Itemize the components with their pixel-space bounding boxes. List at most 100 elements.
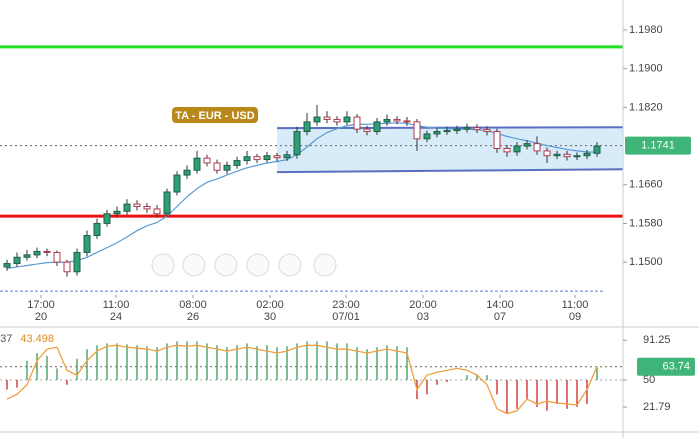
candle-body bbox=[303, 121, 311, 133]
candle-body bbox=[253, 156, 261, 161]
badge-bg bbox=[172, 107, 258, 123]
x-tick-time: 08:00 bbox=[179, 299, 207, 311]
candle-body bbox=[93, 222, 101, 237]
nav-button[interactable] bbox=[246, 253, 270, 277]
annotation-badge: TA - EUR - USD bbox=[172, 107, 258, 123]
candle-body bbox=[143, 206, 151, 210]
x-tick-day: 26 bbox=[187, 311, 199, 323]
y-tick-label: 50 bbox=[643, 374, 655, 386]
candle-body bbox=[553, 153, 561, 157]
candle-body bbox=[463, 127, 471, 130]
candle-body bbox=[153, 208, 161, 215]
navigation-buttons bbox=[151, 253, 337, 277]
candle-body bbox=[203, 157, 211, 164]
candle-body bbox=[333, 118, 341, 123]
annotation: TA - EUR - USD bbox=[175, 110, 254, 122]
x-tick-day: 20 bbox=[35, 311, 47, 323]
candle-body bbox=[13, 256, 21, 265]
candle-body bbox=[563, 153, 571, 158]
y-tick-label: 21.79 bbox=[643, 401, 671, 413]
candle-body bbox=[173, 174, 181, 193]
candle-body bbox=[503, 147, 511, 153]
x-tick-day: 30 bbox=[264, 311, 276, 323]
candle-body bbox=[593, 145, 601, 154]
legend-value: 43.498 bbox=[20, 333, 54, 345]
x-tick-time: 11:00 bbox=[562, 299, 589, 311]
candle-body bbox=[23, 254, 31, 258]
x-tick-time: 23:00 bbox=[332, 299, 360, 311]
candle-body bbox=[353, 116, 361, 130]
candle-body bbox=[103, 213, 111, 224]
candle-body bbox=[423, 133, 431, 140]
candle-body bbox=[583, 152, 591, 157]
price-pane: 1.1980 1.1900 1.1820 1.1660 1.1580 1.1500 1.17… bbox=[0, 24, 691, 323]
x-tick-day: 07 bbox=[494, 311, 506, 323]
channel-lower bbox=[276, 168, 624, 174]
candle-body bbox=[243, 156, 251, 162]
current-label: 63.74 bbox=[662, 361, 690, 373]
candle-body bbox=[63, 261, 71, 273]
nav-button[interactable] bbox=[214, 253, 238, 277]
y-tick-label: 1.1660 bbox=[629, 179, 663, 191]
channel-upper bbox=[276, 126, 624, 130]
candle-body bbox=[513, 145, 521, 153]
candle-body bbox=[273, 155, 281, 159]
x-tick-day: 03 bbox=[417, 311, 429, 323]
candle-body bbox=[443, 130, 451, 133]
candle-body bbox=[283, 154, 291, 159]
y-tick-label: 91.25 bbox=[643, 334, 671, 346]
candle-body bbox=[453, 128, 461, 132]
candle-body bbox=[573, 155, 581, 158]
x-tick-time: 17:00 bbox=[27, 299, 55, 311]
x-tick-day: 07/01 bbox=[332, 311, 360, 323]
candle-body bbox=[533, 143, 541, 152]
y-tick-label: 1.1580 bbox=[629, 217, 663, 229]
nav-button[interactable] bbox=[182, 253, 206, 277]
candle-body bbox=[233, 160, 241, 166]
candle-body bbox=[383, 118, 391, 123]
y-tick-label: 1.1820 bbox=[629, 101, 663, 113]
nav-button[interactable] bbox=[278, 253, 302, 277]
candle-body bbox=[413, 121, 421, 140]
candle-body bbox=[183, 169, 191, 176]
candle-body bbox=[323, 116, 331, 120]
candle-body bbox=[543, 150, 551, 157]
legend-value: 637 bbox=[0, 333, 12, 345]
current-box bbox=[637, 357, 695, 376]
candle-body bbox=[83, 235, 91, 253]
y-tick-label: 1.1900 bbox=[629, 63, 663, 75]
x-tick-time: 02:00 bbox=[256, 299, 284, 311]
candle-body bbox=[373, 121, 381, 133]
candle-body bbox=[473, 127, 481, 131]
candle-body bbox=[403, 120, 411, 123]
current-price-box bbox=[625, 136, 691, 155]
candle-body bbox=[493, 131, 501, 149]
candle-body bbox=[113, 210, 121, 215]
candle-body bbox=[343, 116, 351, 123]
candle-body bbox=[213, 162, 221, 171]
x-tick-time: 20:00 bbox=[409, 299, 437, 311]
candle-body bbox=[433, 131, 441, 135]
candle-body bbox=[43, 250, 51, 253]
indicator-line bbox=[6, 344, 598, 415]
candle-body bbox=[53, 251, 61, 263]
nav-button[interactable] bbox=[151, 253, 175, 277]
current-price-label: 1.1741 bbox=[641, 139, 675, 151]
candle-body bbox=[33, 250, 41, 256]
candle-body bbox=[3, 263, 11, 268]
candle-body bbox=[263, 155, 271, 161]
candle-body bbox=[483, 129, 491, 133]
indicator-pane: 91.25 50 21.79 63.74 637 43.498 bbox=[0, 333, 695, 415]
candle-body bbox=[193, 157, 201, 171]
x-tick-time: 11:00 bbox=[103, 299, 130, 311]
x-tick-day: 09 bbox=[569, 311, 581, 323]
y-tick-label: 1.1500 bbox=[629, 256, 663, 268]
y-tick-label: 1.1980 bbox=[629, 24, 663, 36]
candle-body bbox=[393, 118, 401, 122]
nav-button[interactable] bbox=[313, 253, 337, 277]
candle-body bbox=[523, 143, 531, 147]
x-tick-time: 14:00 bbox=[486, 299, 514, 311]
candle-body bbox=[73, 251, 81, 273]
candle-body bbox=[293, 131, 301, 156]
